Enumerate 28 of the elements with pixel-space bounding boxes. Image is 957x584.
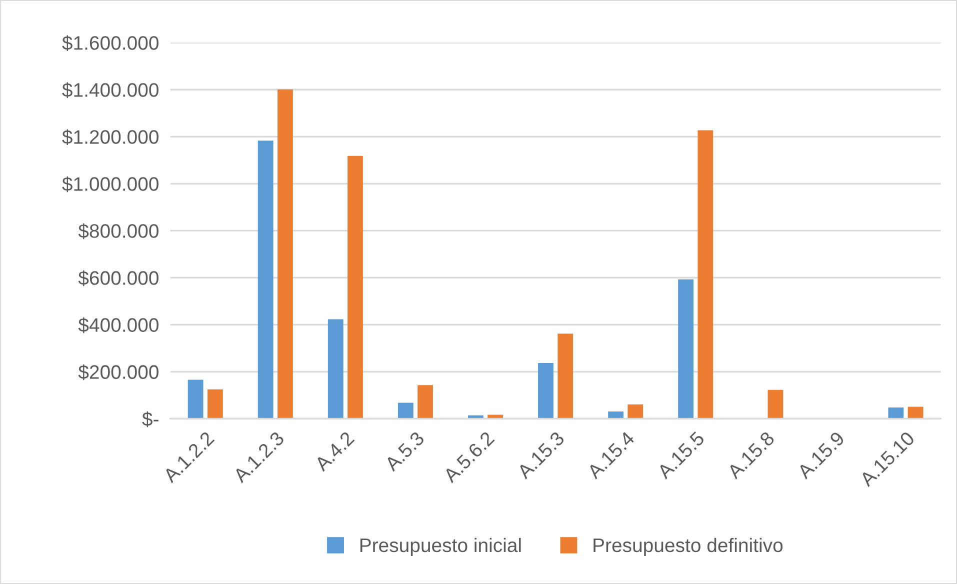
y-tick-label: $1.000.000 — [62, 176, 158, 192]
bar — [628, 404, 644, 419]
y-tick-label: $1.400.000 — [62, 82, 158, 98]
bar — [608, 411, 624, 419]
bar — [558, 334, 574, 419]
bar — [888, 407, 904, 419]
bar — [418, 385, 433, 419]
bar — [188, 380, 204, 419]
bar — [258, 140, 274, 419]
y-tick-label: $1.200.000 — [62, 129, 158, 146]
legend-label: Presupuesto inicial — [360, 538, 521, 556]
bar — [398, 402, 414, 419]
bar — [768, 390, 784, 419]
bar — [538, 363, 554, 419]
bar — [678, 279, 694, 419]
y-tick-label: $800.000 — [78, 223, 158, 240]
y-tick-label: $- — [142, 411, 158, 428]
y-tick-label: $1.600.000 — [62, 35, 158, 52]
bar — [328, 319, 344, 419]
bar — [348, 156, 363, 419]
legend-label: Presupuesto definitivo — [594, 538, 783, 556]
bar — [698, 130, 714, 419]
y-tick-label: $600.000 — [78, 270, 158, 286]
y-tick-label: $400.000 — [78, 317, 158, 334]
y-tick-label: $200.000 — [78, 364, 158, 380]
bar — [278, 89, 293, 419]
bar — [908, 406, 924, 419]
bar — [207, 389, 223, 419]
